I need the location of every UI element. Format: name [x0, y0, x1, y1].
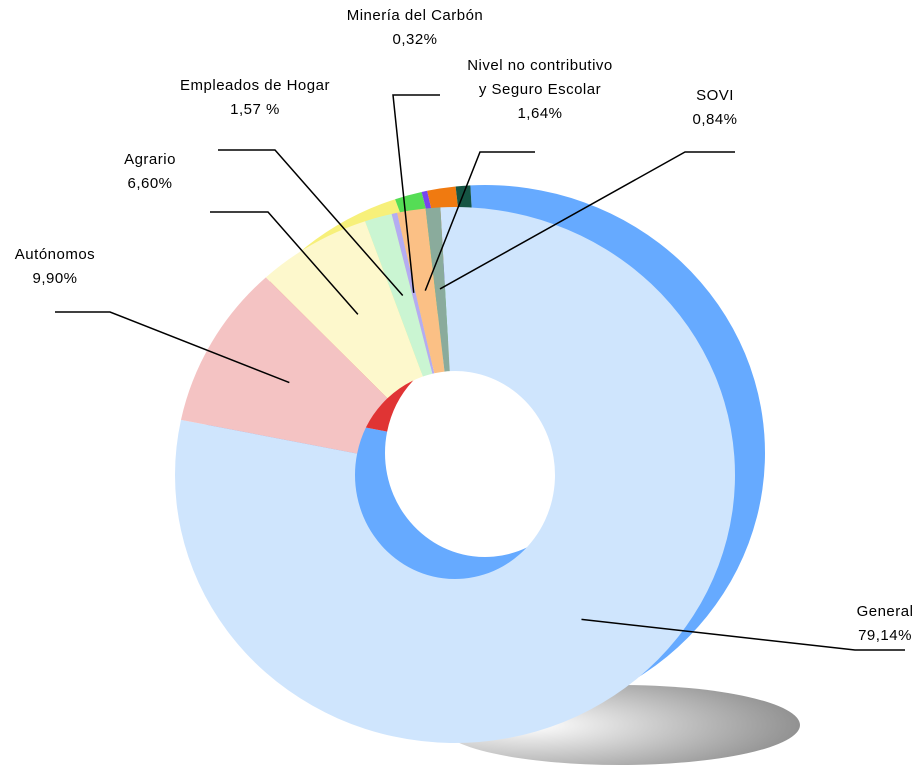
slice-label: General 79,14% — [857, 600, 914, 648]
category-label: SOVI — [696, 87, 734, 104]
leader-line — [210, 211, 359, 315]
value-label: 0,32% — [392, 31, 438, 48]
value-label: 9,90% — [32, 270, 78, 287]
value-label: 1,64% — [517, 105, 563, 122]
slice-label: SOVI 0,84% — [692, 84, 737, 132]
value-label: 6,60% — [127, 175, 173, 192]
category-label: Minería del Carbón — [346, 7, 484, 24]
value-label: 79,14% — [858, 627, 912, 644]
slice — [174, 207, 735, 743]
category-label: General — [856, 603, 914, 620]
slice-label: Nivel no contributivo y Seguro Escolar 1,… — [465, 54, 615, 126]
slice — [265, 221, 423, 399]
value-label: 1,57 % — [230, 101, 280, 118]
leader-line — [392, 94, 440, 293]
category-label: Agrario — [124, 151, 176, 168]
slice — [391, 212, 435, 374]
leader-line — [424, 151, 535, 291]
category-label: Autónomos — [14, 246, 96, 263]
leader-line — [439, 151, 735, 290]
leader-line — [581, 618, 905, 651]
slice-label: Agrario 6,60% — [124, 148, 176, 196]
slice-label: Autónomos 9,90% — [15, 243, 95, 291]
leader-line — [55, 311, 290, 384]
value-label: 0,84% — [692, 111, 738, 128]
slice-label: Empleados de Hogar 1,57 % — [180, 74, 330, 122]
category-label: Nivel no contributivo y Seguro Escolar — [467, 57, 613, 98]
category-label: Empleados de Hogar — [180, 77, 330, 94]
slice — [425, 207, 450, 372]
slice-label: Minería del Carbón 0,32% — [347, 4, 484, 52]
slice — [180, 277, 388, 454]
slice — [365, 213, 433, 377]
leader-line — [218, 149, 404, 296]
